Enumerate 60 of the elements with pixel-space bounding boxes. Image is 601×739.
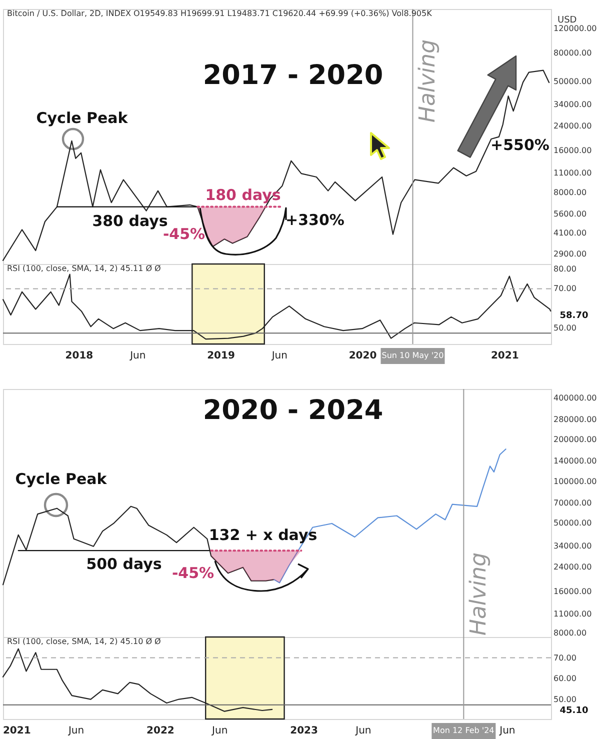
x-tick-label: Jun bbox=[498, 726, 516, 736]
annotation: Bitcoin / U.S. Dollar, 2D, INDEX O19549.83 H19699.91 L19483.71 C19620.44 +69.99 (+0.36%) Vol8.905K bbox=[7, 9, 433, 18]
y-tick-label: 34000.00 bbox=[554, 100, 592, 110]
annotation: Cycle Peak bbox=[36, 109, 129, 127]
y-tick-label: 280000.00 bbox=[554, 414, 597, 424]
y-tick-label: 60.00 bbox=[554, 674, 576, 684]
y-tick-label: 80.00 bbox=[554, 264, 576, 274]
x-tick-label: Jun bbox=[129, 350, 146, 362]
x-tick-label: Jun bbox=[354, 726, 372, 736]
y-tick-label: 4100.00 bbox=[554, 228, 587, 238]
y-tick-label: 16000.00 bbox=[554, 586, 592, 596]
x-tick-label: 2023 bbox=[290, 726, 318, 736]
y-tick-label: 8000.00 bbox=[554, 188, 587, 197]
y-tick-label: 34000.00 bbox=[554, 542, 592, 551]
annotation: 500 days bbox=[86, 555, 162, 573]
y-tick-label: 200000.00 bbox=[554, 435, 597, 444]
y-tick-label: 24000.00 bbox=[554, 121, 592, 130]
x-tick-label: 2022 bbox=[146, 726, 174, 736]
y-tick-label: 50.00 bbox=[554, 694, 576, 704]
chart-title: 2020 - 2024 bbox=[202, 395, 384, 426]
annotation: +550% bbox=[490, 136, 550, 154]
y-tick-label: 2900.00 bbox=[554, 249, 587, 258]
x-tick-label: 2021 bbox=[490, 350, 519, 362]
y-tick-label: 70000.00 bbox=[554, 498, 592, 508]
y-tick-label: 80000.00 bbox=[554, 48, 592, 58]
ref-line-label: Halving bbox=[466, 552, 492, 636]
annotation: Cycle Peak bbox=[15, 470, 108, 488]
annotation: +330% bbox=[286, 211, 344, 229]
y-tick-label: 120000.00 bbox=[554, 24, 597, 33]
y-tick-label: 16000.00 bbox=[554, 146, 592, 155]
x-tick-label: 2018 bbox=[65, 350, 94, 362]
y-tick-label: 11000.00 bbox=[554, 609, 592, 618]
annotation: -45% bbox=[172, 564, 214, 582]
x-tick-label: 2019 bbox=[207, 350, 235, 362]
y-tick-label: 50.00 bbox=[554, 324, 576, 333]
y-tick-label: 70.00 bbox=[554, 653, 576, 662]
annotation: RSI (100, close, SMA, 14, 2) 45.11 Ø Ø bbox=[7, 264, 161, 273]
y-tick-label: 11000.00 bbox=[554, 168, 592, 178]
y-tick-label: 50000.00 bbox=[554, 518, 592, 528]
x-tick-label: Jun bbox=[67, 726, 84, 736]
y-tick-label: 5600.00 bbox=[554, 209, 587, 218]
y-tick-label: 24000.00 bbox=[554, 562, 592, 572]
y-tick-label: 8000.00 bbox=[554, 628, 587, 638]
x-tick-label: Jun bbox=[211, 726, 228, 736]
y-tick-label: 70.00 bbox=[554, 284, 576, 294]
text: 45.10 bbox=[560, 706, 588, 716]
text: 2017 - 2020 bbox=[202, 60, 384, 91]
y-tick-label: 400000.00 bbox=[554, 394, 597, 403]
x-tick-label: Jun bbox=[270, 350, 288, 362]
ref-line-label: Halving bbox=[416, 39, 441, 123]
y-tick-label: 50000.00 bbox=[554, 76, 592, 86]
y-axis-title: USD bbox=[558, 16, 577, 26]
y-tick-label: 100000.00 bbox=[554, 476, 597, 486]
text: 58.70 bbox=[560, 311, 588, 321]
x-tick-label: 2020 bbox=[348, 350, 377, 362]
ref-line-label: Mon 12 Feb '24 bbox=[433, 726, 494, 735]
ref-line-label: Sun 10 May '20 bbox=[382, 351, 444, 360]
x-tick-label: 2021 bbox=[2, 726, 31, 736]
y-tick-label: 140000.00 bbox=[554, 456, 597, 466]
annotation: RSI (100, close, SMA, 14, 2) 45.10 Ø Ø bbox=[7, 637, 161, 646]
